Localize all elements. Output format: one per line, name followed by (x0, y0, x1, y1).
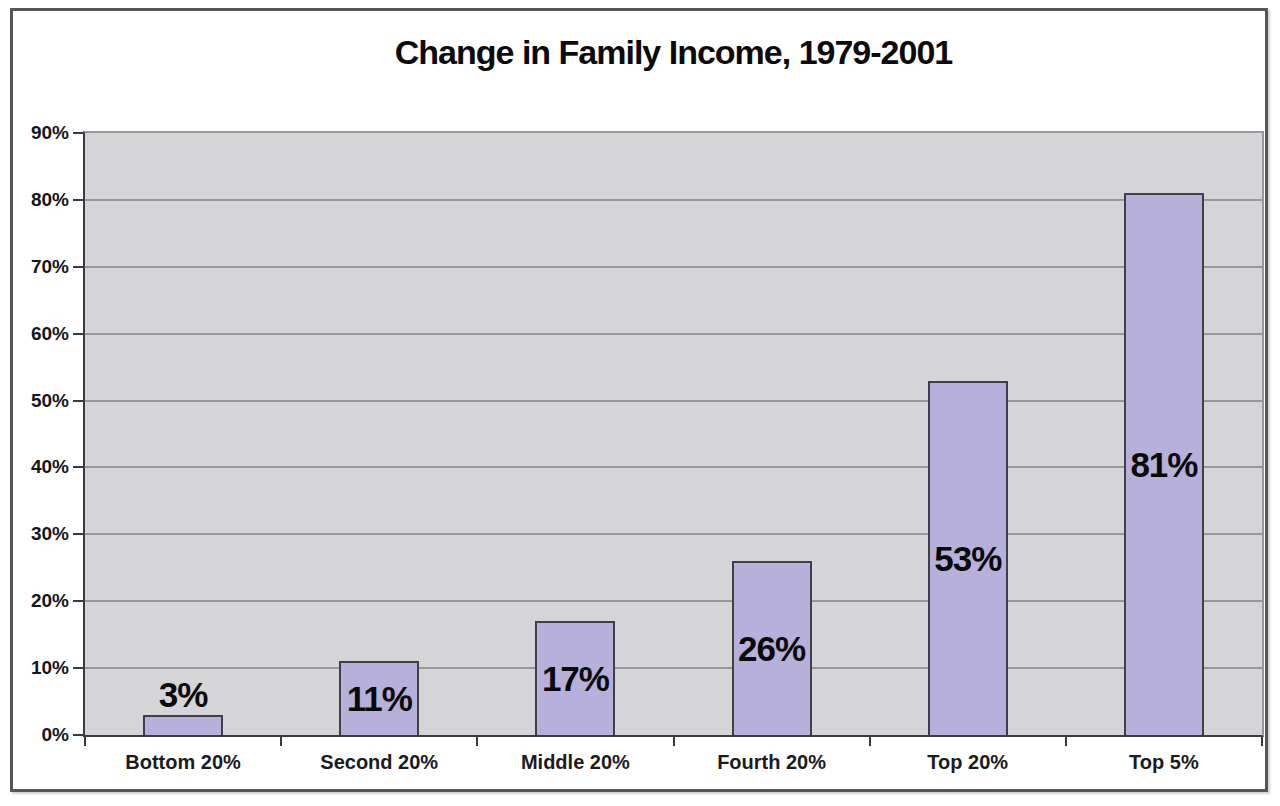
x-tick (476, 737, 478, 746)
y-tick (73, 533, 83, 535)
bar-value-label: 11% (347, 679, 412, 719)
bar: 53% (928, 381, 1008, 736)
gridline (85, 400, 1262, 402)
bar: 17% (535, 621, 615, 735)
x-tick (280, 737, 282, 746)
y-tick-label: 60% (31, 323, 69, 345)
gridline (85, 466, 1262, 468)
x-tick (1261, 737, 1263, 746)
y-tick (73, 400, 83, 402)
bar-value-label: 53% (934, 539, 1001, 579)
gridline (85, 333, 1262, 335)
y-tick (73, 266, 83, 268)
y-tick (73, 132, 83, 134)
y-tick (73, 667, 83, 669)
y-tick-label: 30% (31, 523, 69, 545)
gridline (85, 199, 1262, 201)
x-category-label: Top 5% (1066, 751, 1262, 774)
chart-frame: Change in Family Income, 1979-2001 0%10%… (10, 8, 1268, 792)
y-tick (73, 466, 83, 468)
x-tick (673, 737, 675, 746)
y-tick-label: 90% (31, 122, 69, 144)
x-category-label: Bottom 20% (85, 751, 281, 774)
y-tick-label: 50% (31, 390, 69, 412)
bar-value-label: 3% (159, 675, 208, 715)
bar-value-label: 26% (738, 629, 805, 669)
x-tick (1065, 737, 1067, 746)
x-tick (84, 737, 86, 746)
y-tick-label: 70% (31, 256, 69, 278)
bar: 26% (732, 561, 812, 735)
x-category-label: Fourth 20% (674, 751, 870, 774)
y-tick-label: 20% (31, 590, 69, 612)
plot-area: 0%10%20%30%40%50%60%70%80%90%3%Bottom 20… (83, 131, 1264, 737)
y-tick (73, 333, 83, 335)
gridline (85, 667, 1262, 669)
x-tick (869, 737, 871, 746)
y-tick (73, 199, 83, 201)
chart-title: Change in Family Income, 1979-2001 (83, 33, 1264, 72)
bar-value-label: 81% (1130, 445, 1197, 485)
x-category-label: Middle 20% (477, 751, 673, 774)
x-category-label: Top 20% (870, 751, 1066, 774)
y-tick-label: 80% (31, 189, 69, 211)
x-category-label: Second 20% (281, 751, 477, 774)
gridline (85, 266, 1262, 268)
y-tick-label: 0% (42, 724, 69, 746)
bar: 3% (143, 715, 223, 735)
bar: 81% (1124, 193, 1204, 735)
y-tick-label: 40% (31, 456, 69, 478)
gridline (85, 533, 1262, 535)
bar: 11% (339, 661, 419, 735)
gridline (85, 600, 1262, 602)
y-tick (73, 734, 83, 736)
y-tick (73, 600, 83, 602)
bar-value-label: 17% (542, 659, 609, 699)
y-tick-label: 10% (31, 657, 69, 679)
